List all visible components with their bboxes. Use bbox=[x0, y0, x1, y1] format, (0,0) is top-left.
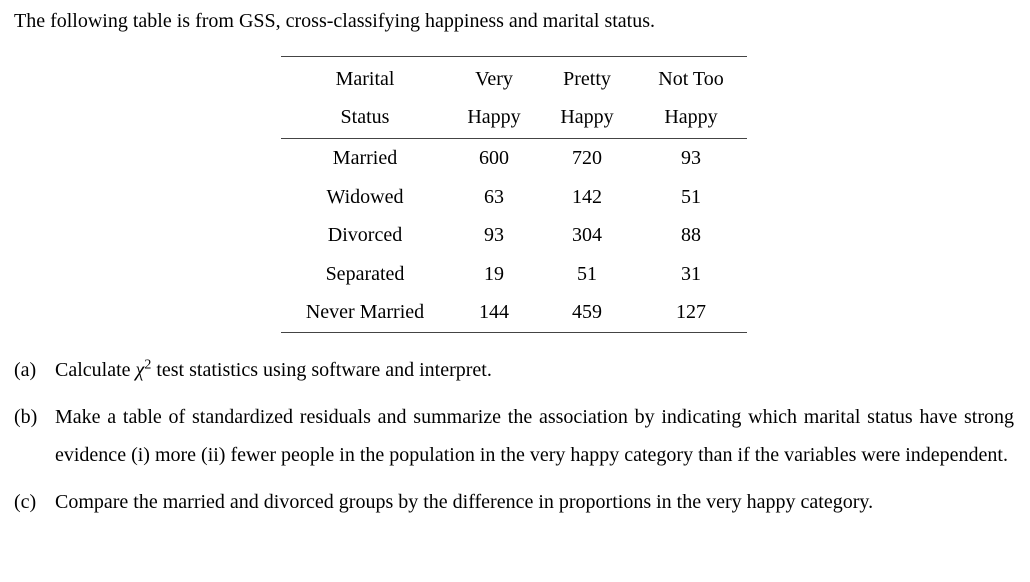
table-body: Married 600 720 93 Widowed 63 142 51 Div… bbox=[281, 139, 747, 332]
header-pretty-line1: Pretty bbox=[563, 68, 611, 90]
row-label: Widowed bbox=[326, 185, 404, 208]
header-very-line2: Happy bbox=[467, 106, 521, 128]
header-marital-status: Marital Status bbox=[281, 56, 449, 139]
row-label: Separated bbox=[325, 262, 405, 285]
header-not-too-happy: Not Too Happy bbox=[635, 56, 747, 139]
happiness-marital-table: Marital Status Very Happy Pretty Happy N… bbox=[281, 56, 747, 333]
cell-pretty: 304 bbox=[572, 224, 602, 246]
header-marital-line1: Marital bbox=[335, 68, 395, 90]
cell-nottoo: 88 bbox=[681, 224, 701, 246]
row-label: Never Married bbox=[305, 301, 425, 323]
cell-very: 63 bbox=[484, 185, 504, 208]
question-b-text: Make a table of standardized residuals a… bbox=[55, 405, 1014, 466]
cell-very: 19 bbox=[484, 262, 504, 285]
table-row: Separated 19 51 31 bbox=[281, 255, 747, 294]
table-row: Never Married 144 459 127 bbox=[281, 293, 747, 332]
question-c-text: Compare the married and divorced groups … bbox=[55, 490, 874, 513]
table-header: Marital Status Very Happy Pretty Happy N… bbox=[281, 56, 747, 139]
chi-symbol: χ bbox=[135, 358, 145, 381]
chi-exponent: 2 bbox=[144, 356, 152, 372]
cell-very: 144 bbox=[479, 301, 509, 323]
question-a: (a) Calculate χ2 test statistics using s… bbox=[14, 351, 1014, 389]
question-a-label: (a) bbox=[14, 358, 37, 381]
question-b: (b) Make a table of standardized residua… bbox=[14, 398, 1014, 474]
row-label: Married bbox=[332, 147, 398, 169]
cell-nottoo: 51 bbox=[681, 185, 701, 208]
question-c-label: (c) bbox=[14, 490, 37, 513]
cell-pretty: 142 bbox=[572, 185, 602, 208]
table-row: Widowed 63 142 51 bbox=[281, 178, 747, 217]
question-a-pre: Calculate bbox=[55, 358, 136, 381]
table-container: Marital Status Very Happy Pretty Happy N… bbox=[14, 36, 1014, 333]
header-very-happy: Very Happy bbox=[449, 56, 539, 139]
cell-pretty: 720 bbox=[572, 147, 602, 169]
header-very-line1: Very bbox=[475, 68, 513, 90]
intro-text: The following table is from GSS, cross-c… bbox=[14, 10, 656, 32]
question-a-text: Calculate χ2 test statistics using softw… bbox=[55, 351, 1014, 389]
cell-pretty: 51 bbox=[577, 262, 597, 285]
question-b-label: (b) bbox=[14, 405, 38, 428]
cell-nottoo: 127 bbox=[676, 301, 706, 323]
header-pretty-happy: Pretty Happy bbox=[539, 56, 635, 139]
table-row: Divorced 93 304 88 bbox=[281, 216, 747, 255]
table-row: Married 600 720 93 bbox=[281, 139, 747, 178]
cell-very: 93 bbox=[484, 224, 504, 246]
cell-nottoo: 31 bbox=[681, 262, 701, 285]
cell-nottoo: 93 bbox=[681, 147, 701, 169]
question-list: (a) Calculate χ2 test statistics using s… bbox=[14, 351, 1014, 521]
row-label: Divorced bbox=[327, 224, 403, 246]
question-a-post: test statistics using software and inter… bbox=[151, 358, 492, 381]
header-nottoo-line1: Not Too bbox=[658, 68, 724, 90]
cell-pretty: 459 bbox=[572, 301, 602, 323]
question-c: (c) Compare the married and divorced gro… bbox=[14, 483, 1014, 521]
header-nottoo-line2: Happy bbox=[664, 106, 718, 128]
cell-very: 600 bbox=[479, 147, 509, 169]
header-marital-line2: Status bbox=[340, 106, 390, 128]
header-pretty-line2: Happy bbox=[560, 106, 614, 128]
